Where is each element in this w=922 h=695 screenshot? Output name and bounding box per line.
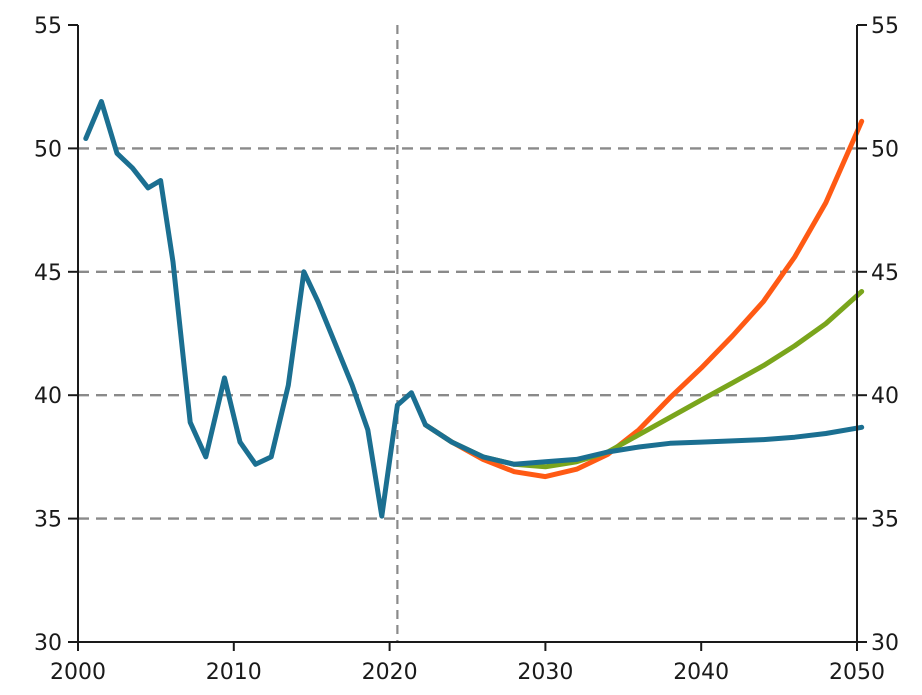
series-line-orange xyxy=(422,118,865,480)
y-tick-label-left: 30 xyxy=(34,631,62,656)
y-tick-label-right: 50 xyxy=(871,137,899,162)
series-lines xyxy=(83,99,865,519)
x-tick-label: 2040 xyxy=(673,660,729,685)
y-tick-label-right: 55 xyxy=(871,14,899,39)
x-tick-label: 2010 xyxy=(206,660,262,685)
x-tick-label: 2000 xyxy=(50,660,106,685)
y-tick-label-left: 35 xyxy=(34,508,62,533)
y-tick-label-left: 40 xyxy=(34,384,62,409)
tick-labels: 30 30 35 35 40 40 45 45 50 50 55 55 2000 2010 2020 2030… xyxy=(34,14,899,685)
y-tick-label-left: 50 xyxy=(34,137,62,162)
series-line-green xyxy=(422,289,865,470)
x-tick-label: 2020 xyxy=(362,660,418,685)
y-tick-label-right: 45 xyxy=(871,261,899,286)
x-tick-label: 2030 xyxy=(517,660,573,685)
x-tick-label: 2050 xyxy=(829,660,885,685)
axes xyxy=(68,24,867,651)
y-tick-label-right: 30 xyxy=(871,631,899,656)
y-tick-label-right: 40 xyxy=(871,384,899,409)
y-tick-label-left: 45 xyxy=(34,261,62,286)
gridlines xyxy=(78,25,857,642)
y-tick-label-left: 55 xyxy=(34,14,62,39)
y-tick-label-right: 35 xyxy=(871,508,899,533)
series-line-blue xyxy=(83,99,865,519)
